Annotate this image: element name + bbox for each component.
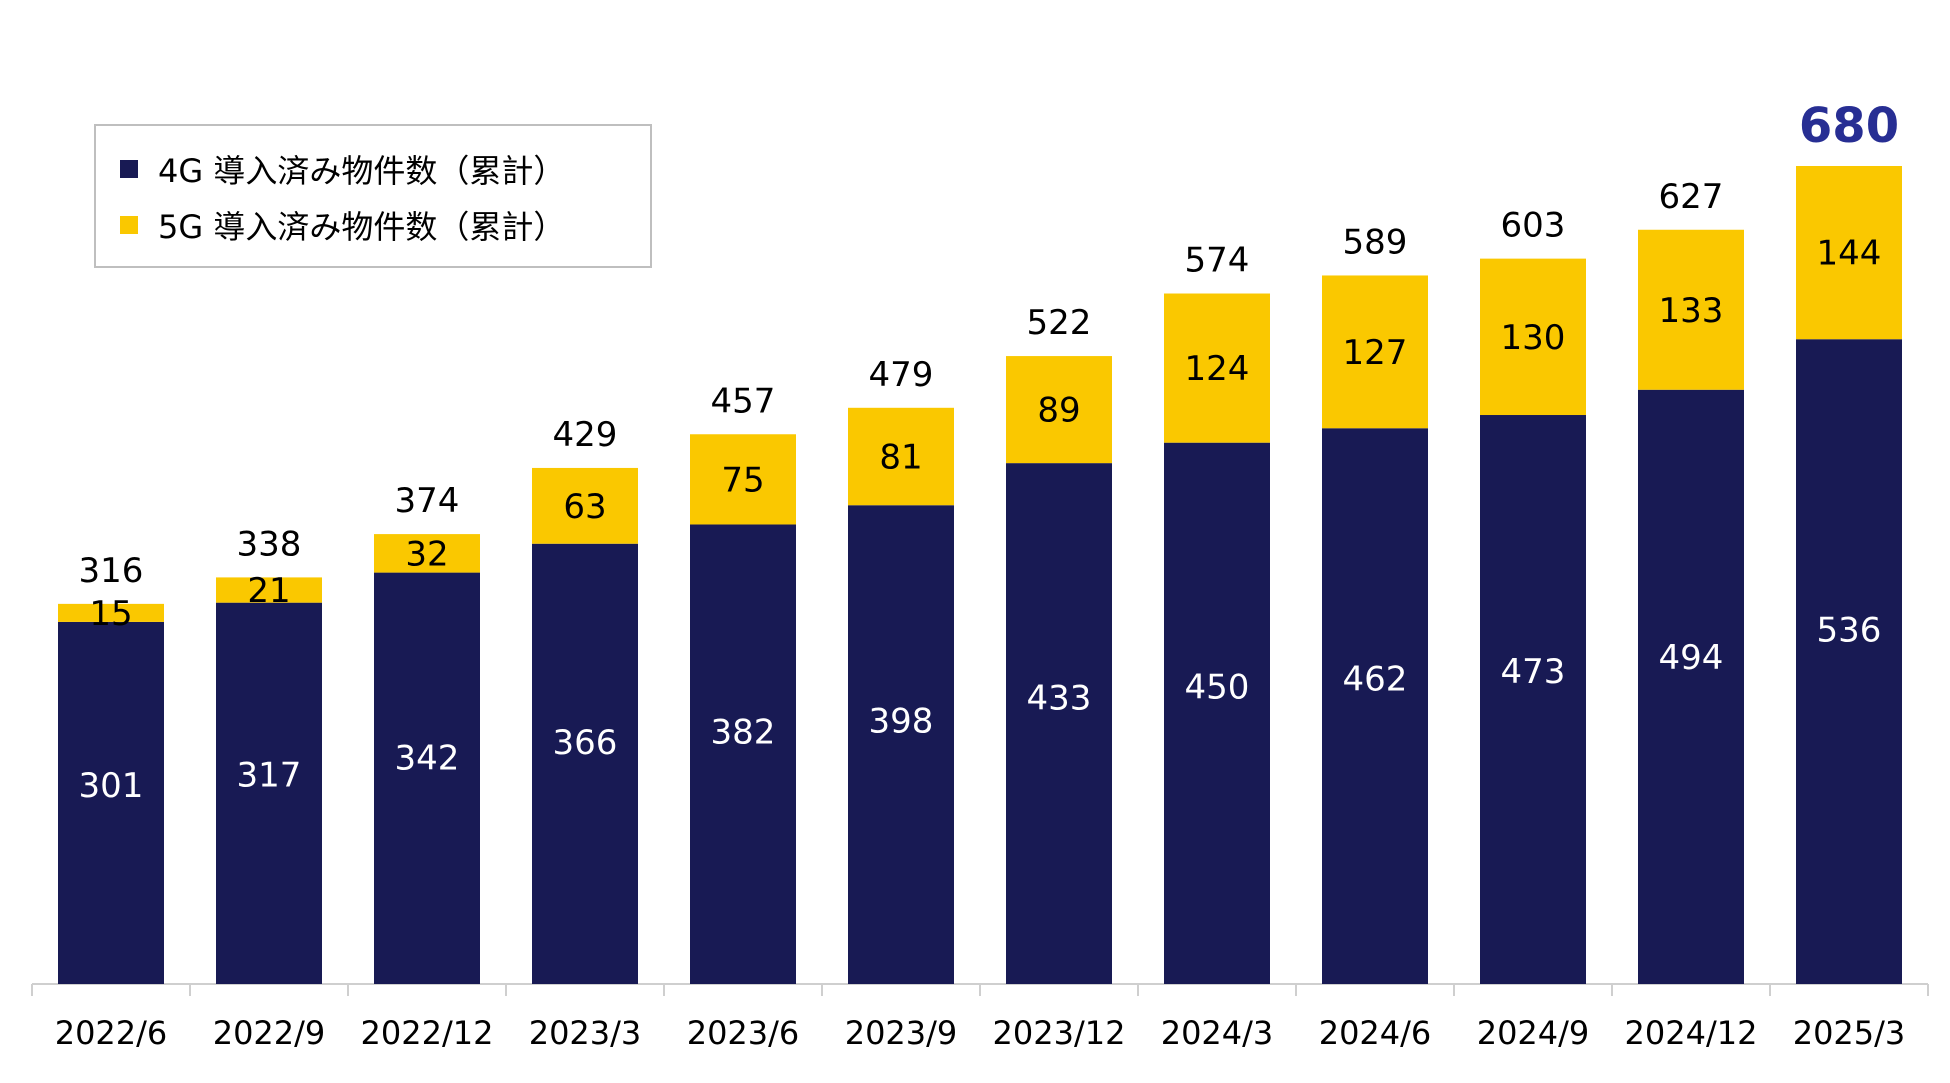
bar-4g	[1006, 463, 1112, 984]
bar-total-label: 603	[1501, 206, 1566, 246]
x-tick-label: 2024/9	[1477, 1014, 1590, 1052]
bar-4g	[1796, 339, 1902, 985]
bar-4g	[532, 543, 638, 984]
bar-5g-label: 32	[405, 534, 448, 574]
bar-4g	[1480, 415, 1586, 985]
bar-5g	[1638, 229, 1744, 390]
bar-4g	[1322, 428, 1428, 984]
legend-label-4g: 4G 導入済み物件数（累計）	[158, 152, 566, 190]
bar-total-label: 479	[869, 355, 934, 395]
bar-5g	[690, 434, 796, 525]
bar-4g	[374, 572, 480, 984]
x-tick-label: 2022/6	[55, 1014, 168, 1052]
bar-total-label: 316	[79, 551, 144, 591]
x-tick-label: 2023/12	[993, 1014, 1126, 1052]
bar-5g	[848, 407, 954, 506]
bar-5g	[532, 467, 638, 544]
bar-4g-label: 462	[1343, 659, 1408, 699]
x-tick-label: 2024/6	[1319, 1014, 1432, 1052]
bar-5g-label: 75	[721, 460, 764, 500]
bar-4g-label: 450	[1185, 667, 1250, 707]
legend-swatch-4g	[120, 160, 138, 178]
bar-4g-label: 317	[237, 755, 302, 795]
x-tick-label: 2025/3	[1793, 1014, 1906, 1052]
legend-item-4g: 4G 導入済み物件数（累計）	[120, 146, 565, 192]
bar-5g	[1322, 275, 1428, 429]
bar-5g-label: 124	[1185, 349, 1250, 389]
x-tick-label: 2022/9	[213, 1014, 326, 1052]
x-tick-label: 2023/9	[845, 1014, 958, 1052]
bar-5g	[216, 577, 322, 603]
bar-4g	[1164, 442, 1270, 984]
bar-5g-label: 63	[563, 487, 606, 527]
bar-5g-label: 130	[1501, 318, 1566, 358]
bar-4g-label: 342	[395, 739, 460, 779]
x-tick-label: 2024/12	[1625, 1014, 1758, 1052]
bar-5g	[1164, 293, 1270, 443]
x-tick-label: 2024/3	[1161, 1014, 1274, 1052]
bar-total-label: 627	[1659, 177, 1724, 217]
bar-5g-label: 15	[89, 594, 132, 634]
bar-4g	[690, 524, 796, 984]
bar-5g-label: 81	[879, 438, 922, 478]
bar-total-label: 457	[711, 381, 776, 421]
bar-4g-label: 536	[1817, 610, 1882, 650]
bar-5g	[58, 603, 164, 622]
bar-total-label: 522	[1027, 303, 1092, 343]
bar-4g	[848, 505, 954, 984]
bar-5g	[374, 534, 480, 573]
bar-5g-label: 21	[247, 571, 290, 611]
bar-4g	[58, 621, 164, 984]
bar-5g	[1480, 258, 1586, 416]
chart-legend: 4G 導入済み物件数（累計） 5G 導入済み物件数（累計）	[94, 124, 652, 268]
bar-total-label: 374	[395, 481, 460, 521]
x-tick-label: 2022/12	[361, 1014, 494, 1052]
bar-5g-label: 127	[1343, 333, 1408, 373]
bar-5g-label: 144	[1817, 234, 1882, 274]
x-tick-label: 2023/6	[687, 1014, 800, 1052]
x-tick-label: 2023/3	[529, 1014, 642, 1052]
bar-total-label: 680	[1799, 98, 1899, 154]
bar-4g-label: 301	[79, 766, 144, 806]
bar-5g-label: 89	[1037, 391, 1080, 431]
legend-label-5g: 5G 導入済み物件数（累計）	[158, 208, 566, 246]
bar-4g-label: 494	[1659, 638, 1724, 678]
legend-item-5g: 5G 導入済み物件数（累計）	[120, 202, 565, 248]
bar-total-label: 429	[553, 415, 618, 455]
bar-4g	[1638, 389, 1744, 984]
bar-5g-label: 133	[1659, 291, 1724, 331]
bar-5g	[1796, 166, 1902, 340]
bar-total-label: 589	[1343, 222, 1408, 262]
bar-5g	[1006, 356, 1112, 464]
bar-4g	[216, 602, 322, 984]
legend-swatch-5g	[120, 216, 138, 234]
bar-total-label: 574	[1185, 241, 1250, 281]
bar-total-label: 338	[237, 524, 302, 564]
bar-4g-label: 366	[553, 723, 618, 763]
bar-4g-label: 382	[711, 712, 776, 752]
bar-4g-label: 433	[1027, 679, 1092, 719]
bar-4g-label: 398	[869, 702, 934, 742]
bar-4g-label: 473	[1501, 652, 1566, 692]
